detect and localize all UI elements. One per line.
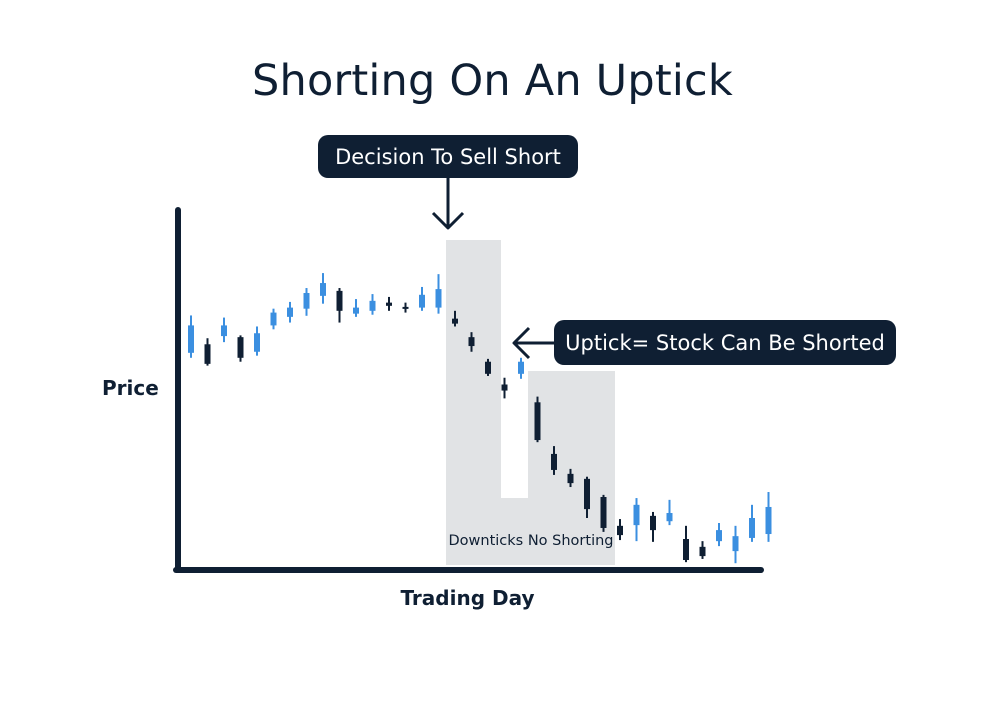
candle-body [518, 361, 524, 374]
candle-body [435, 289, 442, 308]
candle-body [600, 497, 607, 528]
candle-body [254, 333, 260, 352]
candle-body [386, 302, 392, 306]
candle-body [716, 530, 722, 542]
uptick-callout: Uptick= Stock Can Be Shorted [554, 320, 896, 365]
candle-body [699, 546, 706, 557]
candle-body [237, 337, 244, 358]
candle-body [633, 504, 640, 526]
candle-body [666, 513, 673, 522]
candle-body [419, 294, 425, 308]
candle-body [551, 453, 557, 470]
x-axis-label: Trading Day [400, 586, 535, 610]
candle-body [369, 300, 376, 311]
candle-body [584, 478, 590, 510]
candle-body [765, 506, 772, 535]
uptick-arrow [512, 326, 554, 360]
candle-body [188, 325, 194, 353]
candle-body [534, 402, 541, 441]
candle-body [320, 283, 326, 296]
decision-arrow [431, 178, 465, 230]
candle-body [270, 312, 277, 326]
candle-body [485, 361, 491, 374]
downtick-zone [446, 240, 615, 565]
candle-body [683, 539, 689, 561]
candle-body [221, 325, 227, 337]
candle-body [402, 306, 409, 309]
candle-body [303, 293, 310, 309]
candle-body [452, 318, 458, 324]
y-axis-label: Price [102, 376, 159, 400]
candle-body [567, 473, 574, 484]
candle-body [336, 290, 343, 311]
candle-body [749, 518, 755, 538]
candle-body [501, 384, 508, 391]
candle-body [617, 525, 623, 536]
candle-body [204, 344, 211, 364]
candles-group [188, 273, 772, 564]
downtick-zone-label: Downticks No Shorting [449, 533, 614, 549]
candle-body [287, 307, 293, 317]
candle-body [468, 337, 475, 347]
candle-body [353, 307, 359, 314]
candle-body [650, 515, 656, 531]
decision-callout: Decision To Sell Short [318, 135, 578, 178]
chart-title: Shorting On An Uptick [252, 56, 733, 106]
candle-body [732, 536, 739, 552]
